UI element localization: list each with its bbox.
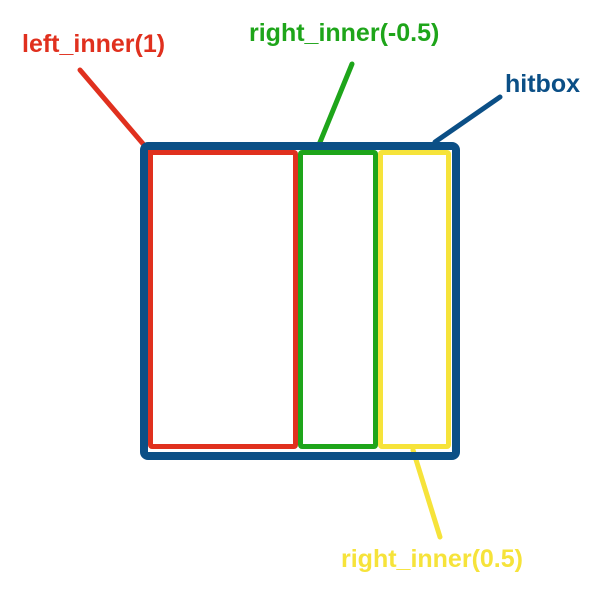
right-inner-pos-leader-line	[410, 447, 443, 540]
hitbox-label: hitbox	[505, 70, 580, 98]
right-inner-neg-label: right_inner(-0.5)	[249, 19, 440, 47]
left-inner-label: left_inner(1)	[22, 30, 166, 58]
hitbox-rect	[140, 142, 460, 460]
hitbox-leader-line	[432, 94, 503, 145]
left-inner-leader-line	[77, 67, 153, 155]
right-inner-neg-leader-line	[313, 61, 355, 155]
right-inner-neg-rect	[298, 150, 378, 449]
right-inner-pos-label: right_inner(0.5)	[341, 545, 523, 573]
left-inner-rect	[148, 150, 298, 449]
right-inner-pos-rect	[378, 150, 451, 449]
